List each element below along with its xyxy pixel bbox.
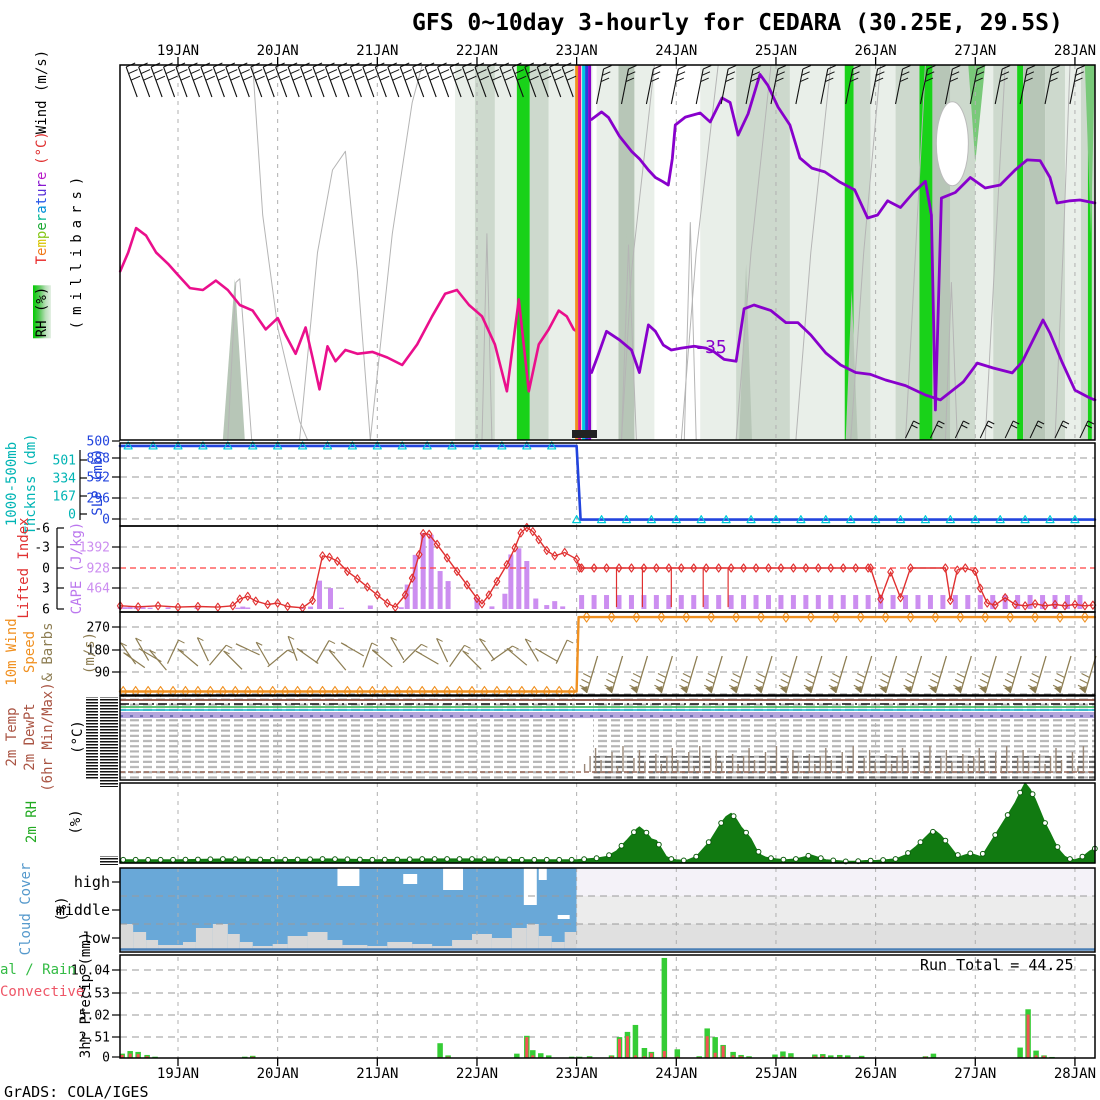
axis-label-thickness-1: 1000-500mb <box>4 441 20 527</box>
svg-text:-6: -6 <box>34 522 50 537</box>
svg-text:20JAN: 20JAN <box>257 43 299 59</box>
svg-text:-35: -35 <box>694 337 727 358</box>
upperair-rh-contours <box>227 64 1071 441</box>
axis-label-rh: RH (%) <box>33 285 51 339</box>
run-total-value: Run Total = 44.25 <box>920 956 1074 974</box>
axis-label-cape: CAPE (J/kg) <box>69 521 85 615</box>
svg-text:10.04: 10.04 <box>71 964 110 979</box>
axis-label-2m-rh: 2m RH <box>24 800 40 844</box>
10m-wind-barbs <box>120 635 1097 694</box>
2m-temp-panel <box>86 696 1095 780</box>
svg-text:low: low <box>83 929 111 947</box>
cape-bars <box>117 533 1083 609</box>
10m-wind-line <box>118 611 1097 698</box>
svg-text:26JAN: 26JAN <box>855 43 897 59</box>
svg-text:500: 500 <box>87 435 110 450</box>
svg-text:0: 0 <box>68 508 76 523</box>
svg-text:928: 928 <box>87 562 110 577</box>
page-title: GFS 0~10day 3-hourly for CEDARA (30.25E,… <box>412 10 1063 36</box>
svg-text:0: 0 <box>102 1051 110 1066</box>
axis-label-degc: (°C) <box>34 131 50 165</box>
svg-text:2.51: 2.51 <box>79 1031 110 1046</box>
axis-label-slp: SLP (mb) <box>90 448 106 516</box>
svg-text:24JAN: 24JAN <box>655 1066 697 1082</box>
svg-text:25JAN: 25JAN <box>755 1066 797 1082</box>
axis-label-degc-2m: (°C) <box>70 720 86 754</box>
cloud-cover-panel <box>119 868 1095 951</box>
svg-text:27JAN: 27JAN <box>954 43 996 59</box>
svg-text:0: 0 <box>42 562 50 577</box>
axis-label-millibars: (millibars) <box>69 170 85 330</box>
axis-label-2m-dewpt: 2m DewPt <box>22 703 38 771</box>
svg-text:888: 888 <box>87 452 110 467</box>
axis-label-minmax: (6hr Min/Max) <box>40 682 56 792</box>
axis-label-rh-pct: (%) <box>68 809 84 835</box>
svg-text:28JAN: 28JAN <box>1054 1066 1096 1082</box>
upperair-rh-shading <box>222 65 1095 440</box>
svg-text:3: 3 <box>42 582 50 597</box>
grads-credit: GrADS: COLA/IGES <box>4 1083 153 1100</box>
upperair-purple-contours: -35 <box>590 73 1097 412</box>
svg-text:167: 167 <box>53 490 76 505</box>
svg-text:592: 592 <box>87 471 110 486</box>
axis-label-wind: Wind (m/s) <box>34 49 50 135</box>
axis-label-speed: Speed <box>22 630 38 674</box>
svg-text:23JAN: 23JAN <box>556 43 598 59</box>
svg-text:25JAN: 25JAN <box>755 43 797 59</box>
svg-text:19JAN: 19JAN <box>157 43 199 59</box>
svg-text:23JAN: 23JAN <box>556 1066 598 1082</box>
date-labels: 19JAN 19JAN 20JAN 20JAN 21JAN 21JAN 22JAN 22JAN… <box>157 43 1096 1082</box>
tick-labels: 500 888 592 296 0 501 334 167 0 -6 -3 0 3 6 1392 928 464… <box>34 435 111 1066</box>
svg-text:-3: -3 <box>34 541 50 556</box>
svg-text:7.53: 7.53 <box>79 987 110 1002</box>
svg-text:0: 0 <box>102 513 110 528</box>
svg-text:90: 90 <box>94 666 110 681</box>
panel-borders <box>56 57 1096 1066</box>
svg-text:19JAN: 19JAN <box>157 1066 199 1082</box>
svg-text:21JAN: 21JAN <box>356 43 398 59</box>
axis-label-temperature: Temperature <box>34 171 50 265</box>
svg-text:20JAN: 20JAN <box>257 1066 299 1082</box>
axis-label-2m-temp: 2m Temp <box>4 707 20 767</box>
svg-text:24JAN: 24JAN <box>655 43 697 59</box>
svg-text:1392: 1392 <box>79 541 110 556</box>
svg-text:high: high <box>74 873 110 891</box>
axis-label-cloud-pct: (%) <box>54 896 70 922</box>
upperair-wind-barbs <box>125 62 1095 439</box>
svg-text:22JAN: 22JAN <box>456 1066 498 1082</box>
day-gridlines <box>177 65 1076 1058</box>
svg-text:27JAN: 27JAN <box>954 1066 996 1082</box>
svg-text:296: 296 <box>87 492 110 507</box>
axis-label-cloud-cover: Cloud Cover <box>18 862 34 956</box>
upperair-break-vlines <box>575 65 592 440</box>
axis-label-lifted-index: Lifted Index <box>16 517 32 619</box>
lifted-index-line <box>116 522 1097 613</box>
legend-total-rain: al / Rain <box>0 962 76 978</box>
axis-label-3hr-precip: 3hr Precip (mm) <box>78 931 94 1059</box>
svg-text:334: 334 <box>53 472 77 487</box>
svg-text:21JAN: 21JAN <box>356 1066 398 1082</box>
slp-line <box>118 441 1097 524</box>
2m-rh-area <box>100 779 1098 865</box>
precip-bars <box>119 957 1055 1058</box>
axis-label-barbs: & Barbs <box>40 622 56 682</box>
svg-text:28JAN: 28JAN <box>1054 43 1096 59</box>
svg-text:501: 501 <box>53 454 76 469</box>
svg-text:464: 464 <box>87 582 111 597</box>
svg-text:180: 180 <box>87 644 110 659</box>
svg-text:26JAN: 26JAN <box>855 1066 897 1082</box>
legend-convective: Convective <box>0 984 85 1000</box>
svg-text:middle: middle <box>56 901 110 919</box>
svg-text:22JAN: 22JAN <box>456 43 498 59</box>
axis-label-ms: (m/s) <box>82 631 98 675</box>
svg-text:270: 270 <box>87 621 110 636</box>
svg-text:6: 6 <box>42 603 50 618</box>
axis-label-10m-wind: 10m Wind <box>4 618 20 686</box>
svg-text:5.02: 5.02 <box>79 1009 110 1024</box>
